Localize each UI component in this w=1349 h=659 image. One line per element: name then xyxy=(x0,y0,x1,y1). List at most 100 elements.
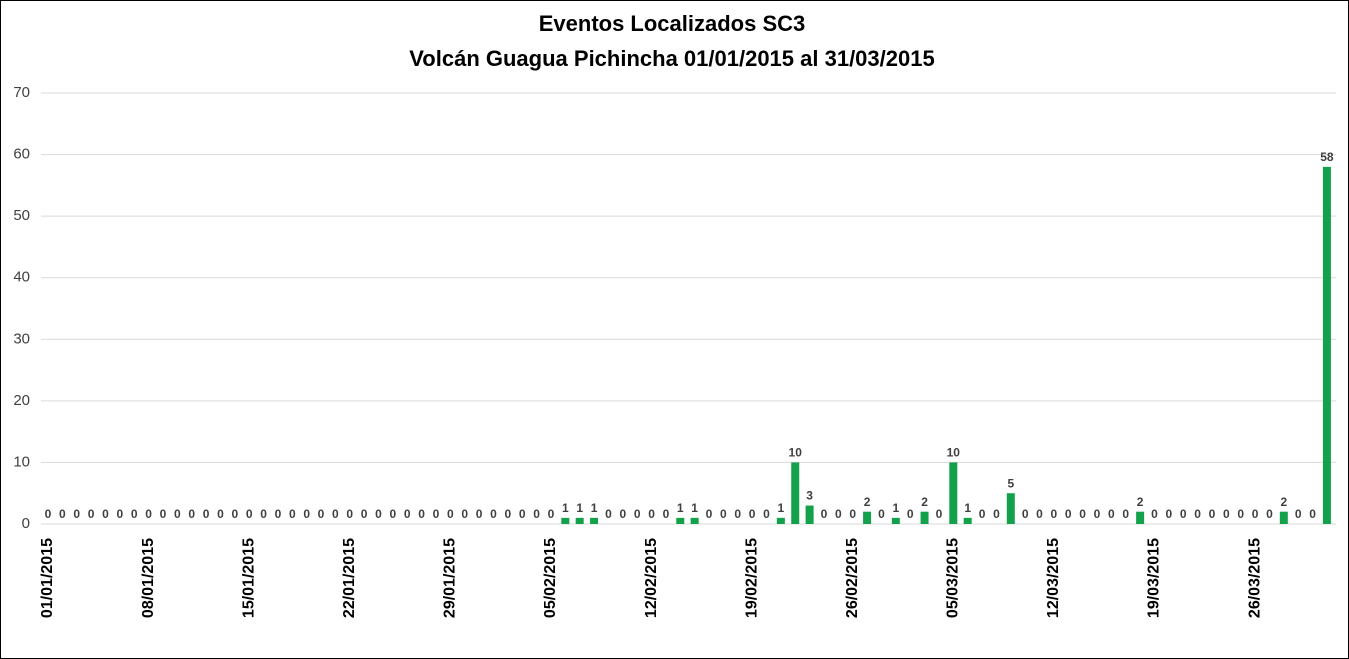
value-label: 0 xyxy=(1166,507,1173,521)
value-label: 0 xyxy=(1094,507,1101,521)
x-tick-label: 05/02/2015 xyxy=(542,538,559,618)
value-label: 0 xyxy=(275,507,282,521)
value-label: 0 xyxy=(404,507,411,521)
y-tick-label: 60 xyxy=(13,146,30,163)
value-label: 0 xyxy=(1209,507,1216,521)
x-tick-label: 05/03/2015 xyxy=(945,538,962,618)
value-label: 0 xyxy=(433,507,440,521)
value-label: 0 xyxy=(346,507,353,521)
value-label: 0 xyxy=(203,507,210,521)
x-tick-label: 22/01/2015 xyxy=(341,538,358,618)
value-label: 0 xyxy=(1036,507,1043,521)
y-tick-label: 70 xyxy=(13,84,30,101)
value-label: 0 xyxy=(490,507,497,521)
value-label: 0 xyxy=(519,507,526,521)
value-label: 0 xyxy=(1194,507,1201,521)
value-label: 1 xyxy=(892,501,899,515)
value-label: 0 xyxy=(231,507,238,521)
value-label: 1 xyxy=(964,501,971,515)
value-label: 58 xyxy=(1320,150,1334,164)
x-tick-label: 29/01/2015 xyxy=(442,538,459,618)
value-label: 0 xyxy=(318,507,325,521)
value-label: 0 xyxy=(131,507,138,521)
x-tick-label: 19/03/2015 xyxy=(1146,538,1163,618)
bar xyxy=(690,517,699,524)
bar xyxy=(561,517,570,524)
bar xyxy=(590,517,599,524)
value-label: 0 xyxy=(548,507,555,521)
value-label: 0 xyxy=(1122,507,1129,521)
value-label: 1 xyxy=(677,501,684,515)
value-label: 0 xyxy=(145,507,152,521)
value-label: 0 xyxy=(835,507,842,521)
value-label: 0 xyxy=(117,507,124,521)
value-label: 0 xyxy=(361,507,368,521)
value-label: 0 xyxy=(1295,507,1302,521)
value-label: 0 xyxy=(763,507,770,521)
bar xyxy=(776,517,785,524)
value-label: 0 xyxy=(706,507,713,521)
value-label: 0 xyxy=(605,507,612,521)
x-tick-label: 12/03/2015 xyxy=(1045,538,1062,618)
x-tick-label: 15/01/2015 xyxy=(240,538,257,618)
value-label: 0 xyxy=(102,507,109,521)
value-label: 0 xyxy=(907,507,914,521)
value-label: 0 xyxy=(418,507,425,521)
bar xyxy=(1322,166,1331,524)
value-label: 0 xyxy=(246,507,253,521)
bar xyxy=(805,505,814,524)
value-label: 0 xyxy=(160,507,167,521)
value-label: 1 xyxy=(576,501,583,515)
value-label: 0 xyxy=(1266,507,1273,521)
value-label: 0 xyxy=(461,507,468,521)
value-label: 0 xyxy=(59,507,66,521)
y-tick-label: 30 xyxy=(13,330,30,347)
bar xyxy=(949,462,958,524)
value-label: 0 xyxy=(476,507,483,521)
bar xyxy=(676,517,685,524)
value-label: 0 xyxy=(289,507,296,521)
value-label: 1 xyxy=(591,501,598,515)
bar xyxy=(863,511,872,524)
x-tick-label: 01/01/2015 xyxy=(39,538,56,618)
value-label: 0 xyxy=(1079,507,1086,521)
value-label: 0 xyxy=(993,507,1000,521)
x-tick-label: 26/03/2015 xyxy=(1246,538,1263,618)
value-label: 2 xyxy=(921,495,928,509)
value-label: 0 xyxy=(619,507,626,521)
value-label: 2 xyxy=(864,495,871,509)
value-label: 0 xyxy=(260,507,267,521)
bar xyxy=(963,517,972,524)
value-label: 0 xyxy=(447,507,454,521)
y-tick-label: 20 xyxy=(13,392,30,409)
bar xyxy=(791,462,800,524)
value-label: 0 xyxy=(1022,507,1029,521)
bar xyxy=(920,511,929,524)
x-tick-label: 08/01/2015 xyxy=(140,538,157,618)
value-label: 0 xyxy=(174,507,181,521)
value-label: 0 xyxy=(533,507,540,521)
value-label: 0 xyxy=(849,507,856,521)
value-label: 0 xyxy=(648,507,655,521)
value-label: 0 xyxy=(1223,507,1230,521)
value-label: 0 xyxy=(303,507,310,521)
value-label: 1 xyxy=(562,501,569,515)
value-label: 0 xyxy=(749,507,756,521)
bar xyxy=(1006,493,1015,524)
value-label: 0 xyxy=(504,507,511,521)
value-label: 0 xyxy=(88,507,95,521)
value-label: 0 xyxy=(1252,507,1259,521)
y-tick-label: 10 xyxy=(13,453,30,470)
x-tick-label: 19/02/2015 xyxy=(743,538,760,618)
value-label: 0 xyxy=(1237,507,1244,521)
value-label: 0 xyxy=(390,507,397,521)
value-label: 0 xyxy=(217,507,224,521)
value-label: 0 xyxy=(375,507,382,521)
value-label: 0 xyxy=(188,507,195,521)
bar xyxy=(575,517,584,524)
x-tick-label: 26/02/2015 xyxy=(844,538,861,618)
value-label: 0 xyxy=(734,507,741,521)
value-label: 2 xyxy=(1137,495,1144,509)
